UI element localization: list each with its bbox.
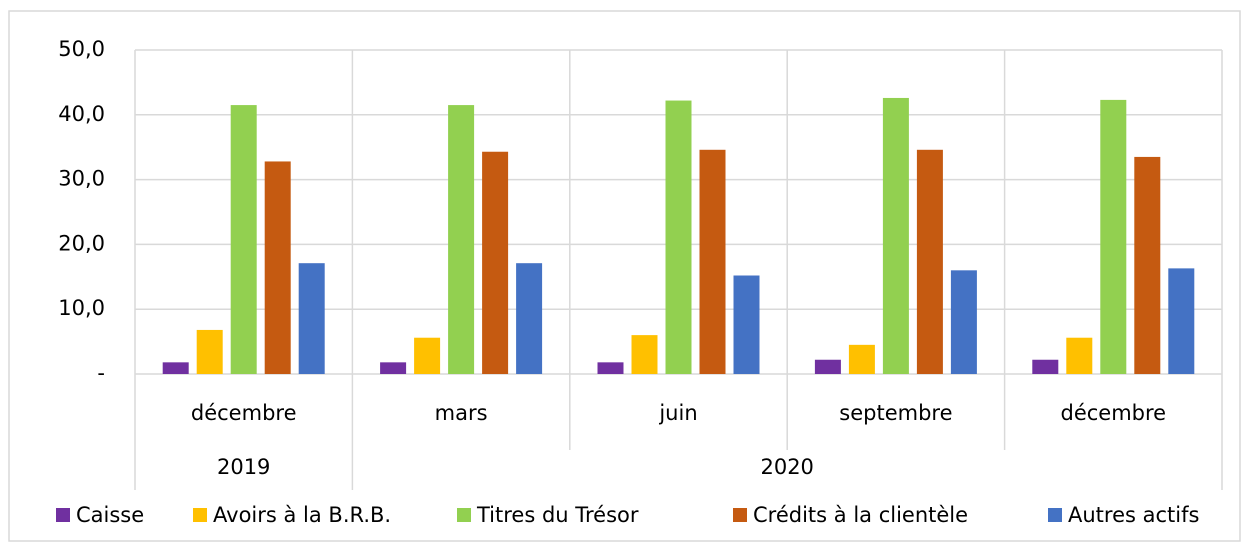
legend-label: Crédits à la clientèle (753, 503, 968, 527)
bar (733, 275, 760, 374)
legend-label: Caisse (76, 503, 144, 527)
legend-swatch (457, 508, 471, 522)
bar (1168, 268, 1195, 374)
bar (848, 344, 875, 374)
bar (665, 100, 692, 374)
bar (414, 337, 441, 374)
y-tick-label: 10,0 (58, 296, 105, 320)
x-tick-label: septembre (839, 401, 952, 425)
y-tick-label: 20,0 (58, 231, 105, 255)
bar (1032, 359, 1059, 374)
bar (298, 263, 325, 374)
bar (597, 362, 624, 374)
x-tick-label: mars (435, 401, 488, 425)
x-tick-label: juin (658, 401, 697, 425)
legend-swatch (193, 508, 207, 522)
bar (264, 161, 291, 374)
bar (162, 362, 189, 374)
bar (448, 105, 475, 374)
bar (1066, 337, 1093, 374)
legend-swatch (733, 508, 747, 522)
y-tick-label: - (97, 361, 105, 385)
y-tick-label: 30,0 (58, 167, 105, 191)
bar (380, 362, 407, 374)
bar (1100, 99, 1127, 375)
y-tick-label: 50,0 (58, 37, 105, 61)
bar (882, 97, 909, 375)
bar (230, 105, 257, 374)
y-tick-label: 40,0 (58, 102, 105, 126)
legend-swatch (56, 508, 70, 522)
group-label: 2020 (760, 455, 813, 479)
x-tick-label: décembre (191, 401, 297, 425)
bar (196, 329, 223, 374)
chart-frame (8, 10, 1241, 542)
bar (516, 263, 543, 374)
bar (916, 149, 943, 374)
legend-label: Titres du Trésor (476, 503, 639, 527)
bar (814, 359, 841, 374)
legend-swatch (1048, 508, 1062, 522)
legend-label: Autres actifs (1068, 503, 1199, 527)
bar (950, 270, 977, 374)
x-tick-label: décembre (1060, 401, 1166, 425)
bar (1134, 156, 1161, 374)
bar (631, 335, 658, 374)
group-label: 2019 (217, 455, 270, 479)
bar (699, 149, 726, 374)
legend-label: Avoirs à la B.R.B. (213, 503, 391, 527)
bar (482, 151, 509, 374)
